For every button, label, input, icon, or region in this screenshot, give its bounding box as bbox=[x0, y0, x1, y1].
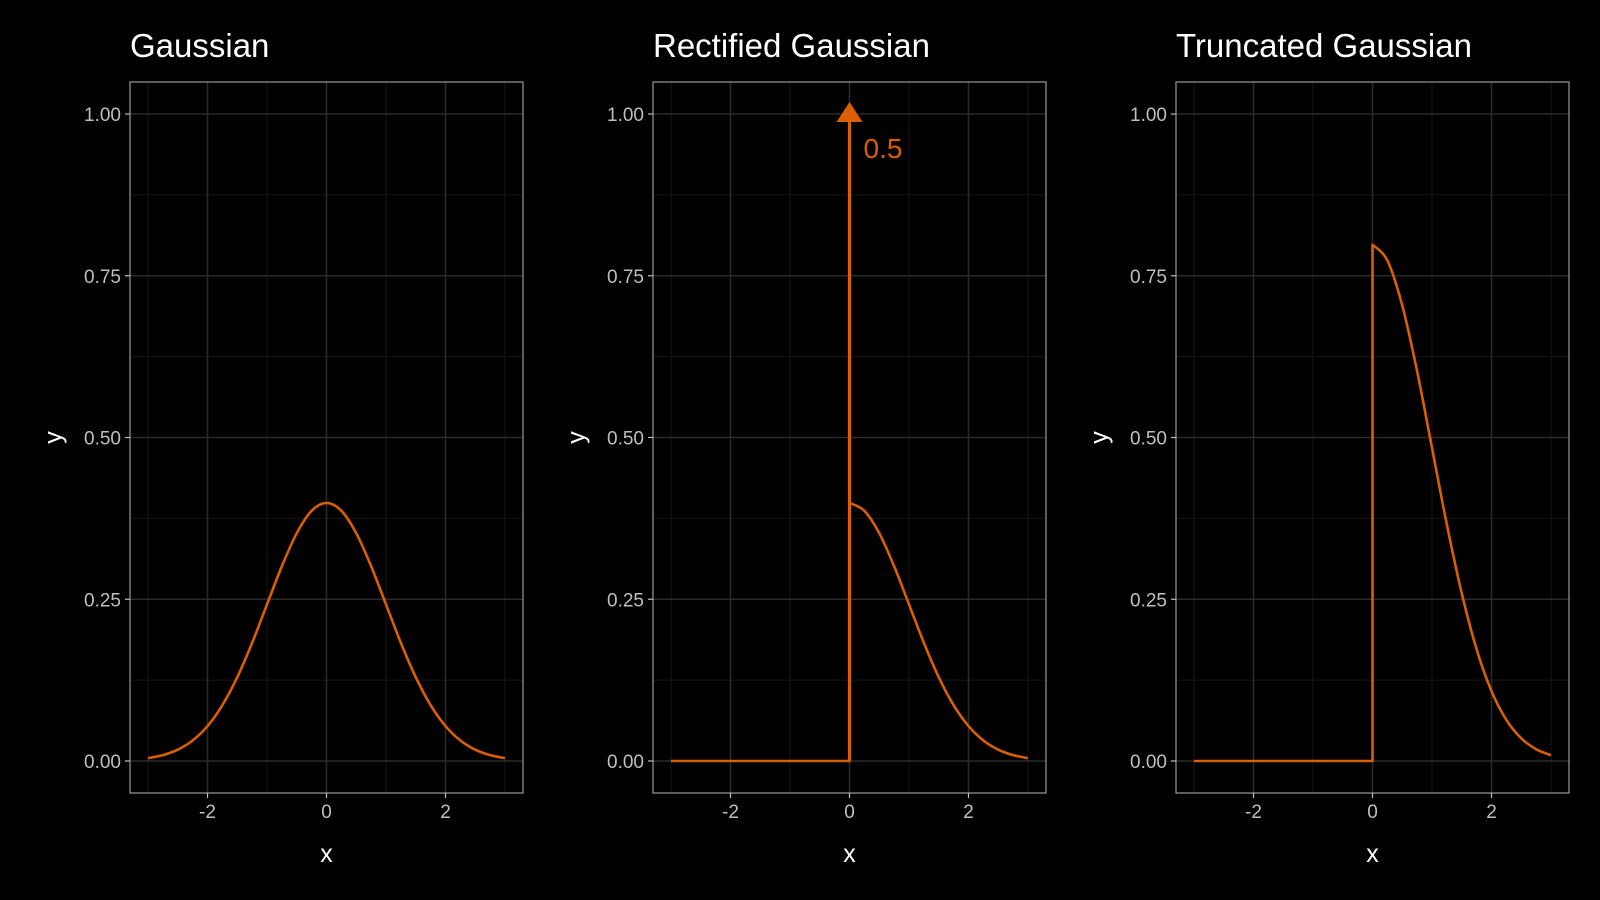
x-tick-label: 0 bbox=[844, 802, 855, 823]
point-mass-label: 0.5 bbox=[864, 133, 903, 164]
panel-3: -2 0 2 0.00 0.25 0.50 0.75 1.00 x y Truncated Gaus… bbox=[1086, 27, 1570, 868]
y-tick-label: 0.25 bbox=[1130, 590, 1167, 611]
x-tick-label: -2 bbox=[1245, 802, 1262, 823]
density-line-2 bbox=[671, 501, 1029, 763]
y-axis-title: y bbox=[1086, 431, 1114, 444]
x-tick-label: -2 bbox=[722, 802, 739, 823]
x-tick-label: 2 bbox=[963, 802, 974, 823]
x-axis-title: x bbox=[843, 840, 856, 868]
density-line-1 bbox=[147, 501, 506, 760]
y-tick-label: 0.75 bbox=[1130, 267, 1167, 288]
y-tick-label: 0.00 bbox=[1130, 752, 1167, 773]
x-axis-title: x bbox=[320, 840, 333, 868]
y-tick-label: 0.50 bbox=[1130, 429, 1167, 450]
y-tick-label: 0.25 bbox=[607, 590, 644, 611]
y-tick-label: 0.25 bbox=[84, 590, 121, 611]
y-axis-title: y bbox=[40, 431, 68, 444]
density-line-3 bbox=[1194, 243, 1552, 763]
y-tick-label: 1.00 bbox=[84, 105, 121, 126]
panel-title: Truncated Gaussian bbox=[1176, 27, 1472, 64]
x-tick-label: 2 bbox=[440, 802, 451, 823]
x-axis-title: x bbox=[1366, 840, 1379, 868]
y-tick-label: 0.75 bbox=[607, 267, 644, 288]
panel-1: -2 0 2 0.00 0.25 0.50 0.75 1.00 x y Gaussian bbox=[40, 27, 524, 868]
x-tick-label: 0 bbox=[321, 802, 332, 823]
y-tick-label: 1.00 bbox=[607, 105, 644, 126]
point-mass-arrow-head bbox=[836, 102, 863, 122]
y-tick-label: 0.00 bbox=[84, 752, 121, 773]
panel-title: Rectified Gaussian bbox=[653, 27, 930, 64]
x-tick-label: 2 bbox=[1486, 802, 1497, 823]
y-tick-label: 0.00 bbox=[607, 752, 644, 773]
panel-2: -2 0 2 0.00 0.25 0.50 0.75 1.00 x y Rectified Gaus… bbox=[563, 27, 1047, 868]
y-tick-label: 0.75 bbox=[84, 267, 121, 288]
x-tick-label: 0 bbox=[1367, 802, 1378, 823]
y-tick-label: 0.50 bbox=[84, 429, 121, 450]
x-tick-label: -2 bbox=[199, 802, 216, 823]
panel-title: Gaussian bbox=[130, 27, 269, 64]
y-axis-title: y bbox=[563, 431, 591, 444]
y-tick-label: 0.50 bbox=[607, 429, 644, 450]
y-tick-label: 1.00 bbox=[1130, 105, 1167, 126]
